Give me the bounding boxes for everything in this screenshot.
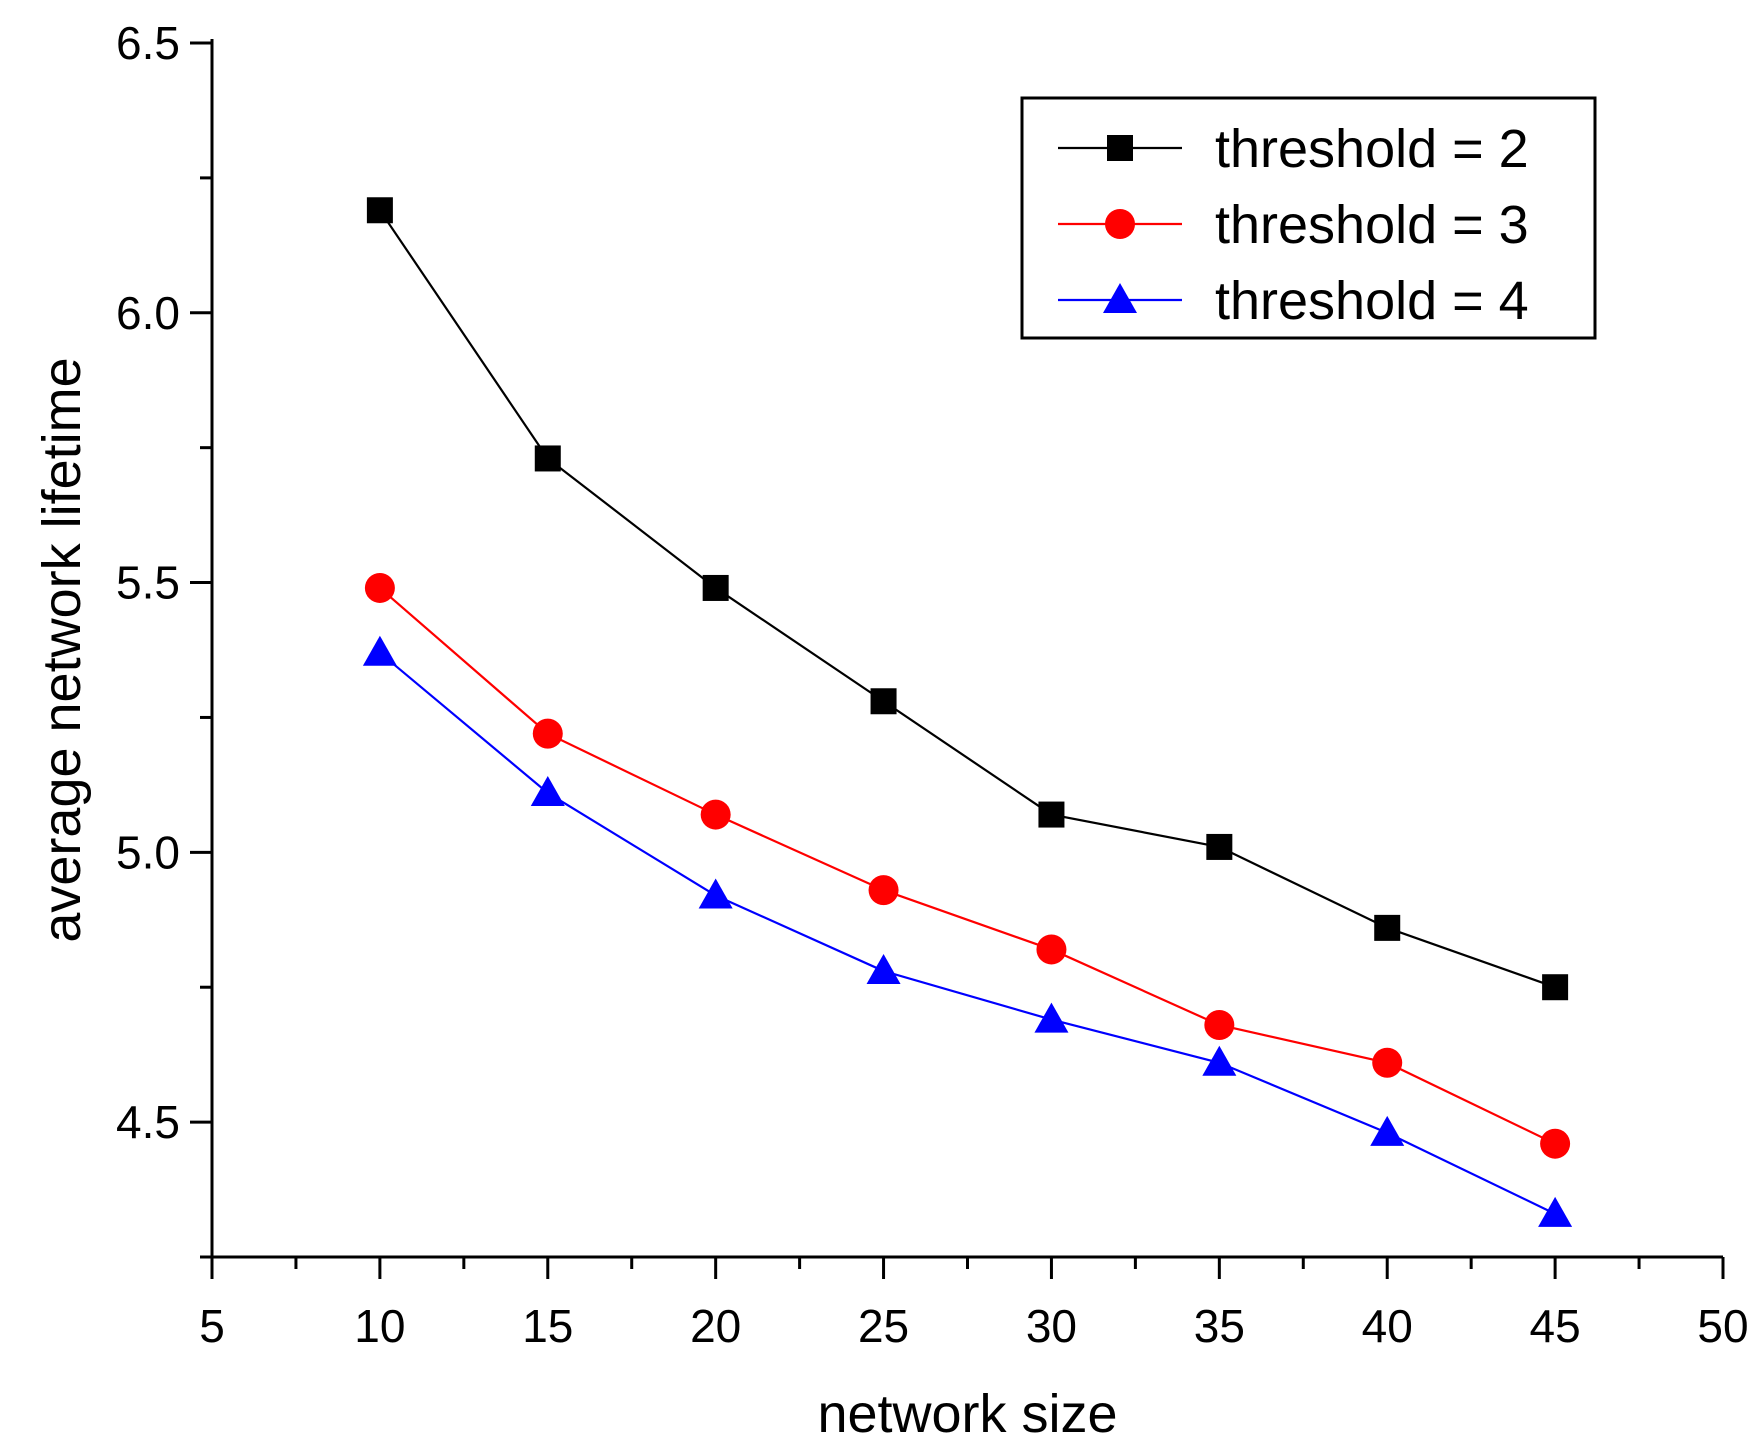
x-tick-label-10: 10 [354, 1300, 405, 1352]
series-3-point-40 [1370, 1115, 1405, 1146]
plot-area: 5 10 15 20 25 30 35 40 45 50 4.5 5.0 5.5 6.0 6.5 [116, 17, 1749, 1352]
series-1-point-10 [366, 197, 393, 224]
legend-label-3: threshold = 4 [1215, 271, 1529, 331]
series-1-point-40 [1374, 914, 1401, 941]
series-3-point-10 [362, 635, 397, 666]
series-1-point-20 [702, 574, 729, 601]
series-2-point-40 [1372, 1047, 1403, 1078]
series-3-point-45 [1538, 1196, 1573, 1227]
series-2-point-35 [1204, 1009, 1235, 1040]
x-tick-label-40: 40 [1362, 1300, 1413, 1352]
legend-label-1: threshold = 2 [1215, 119, 1529, 179]
y-tick-label-6.0: 6.0 [116, 287, 180, 339]
series-2-point-45 [1540, 1128, 1571, 1159]
legend-marker-1 [1107, 135, 1133, 161]
series-3-point-25 [866, 954, 901, 985]
x-tick-label-5: 5 [199, 1300, 225, 1352]
series-2-point-25 [868, 875, 899, 906]
y-axis-title: average network lifetime [32, 357, 92, 942]
legend-marker-2 [1105, 209, 1135, 239]
series-1-point-45 [1542, 974, 1569, 1001]
x-tick-label-20: 20 [690, 1300, 741, 1352]
series-2-point-30 [1036, 934, 1067, 965]
y-tick-label-4.5: 4.5 [116, 1096, 180, 1148]
x-tick-label-30: 30 [1026, 1300, 1077, 1352]
legend: threshold = 2 threshold = 3 threshold = 4 [1020, 96, 1597, 340]
series-line-1 [378, 209, 1556, 989]
y-tick-label-5.5: 5.5 [116, 557, 180, 609]
y-tick-label-5.0: 5.0 [116, 826, 180, 878]
series-line-2 [379, 587, 1556, 1145]
series-2-point-15 [532, 718, 563, 749]
legend-label-2: threshold = 3 [1215, 195, 1529, 255]
series-1-point-30 [1038, 801, 1065, 828]
x-tick-label-50: 50 [1697, 1300, 1748, 1352]
x-tick-label-45: 45 [1530, 1300, 1581, 1352]
series-1-point-25 [870, 688, 897, 715]
series-3-point-30 [1034, 1002, 1069, 1033]
series-3-point-35 [1202, 1045, 1237, 1076]
y-tick-label-6.5: 6.5 [116, 17, 180, 69]
series-1-point-15 [534, 445, 561, 472]
series-3-point-15 [530, 775, 565, 806]
series-3-point-20 [698, 878, 733, 909]
legend-marker-3 [1103, 283, 1137, 313]
x-tick-label-35: 35 [1194, 1300, 1245, 1352]
x-tick-label-25: 25 [858, 1300, 909, 1352]
x-tick-label-15: 15 [522, 1300, 573, 1352]
series-line-3 [379, 651, 1556, 1215]
x-axis-title: network size [817, 1384, 1117, 1444]
series-2-point-20 [700, 799, 731, 830]
series-1-point-35 [1206, 833, 1233, 860]
series-2-point-10 [364, 572, 395, 603]
